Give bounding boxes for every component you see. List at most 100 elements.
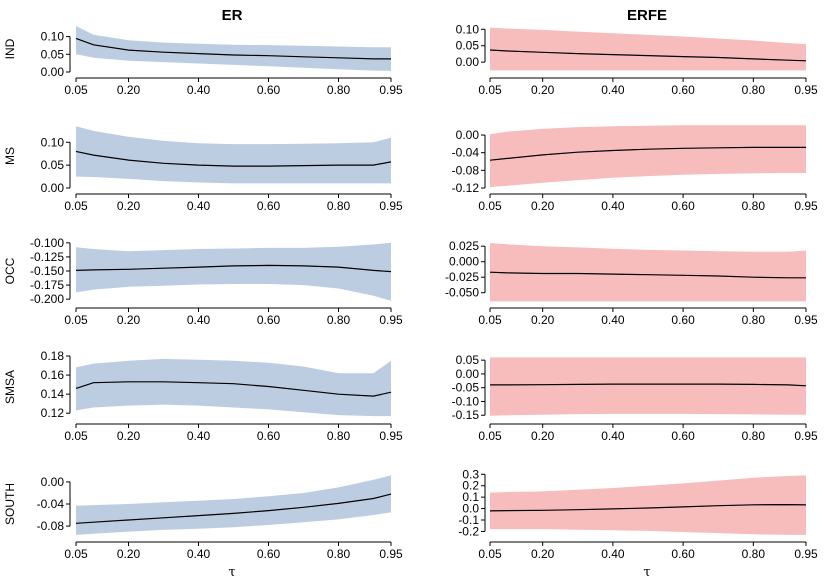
x-tick-label-smsa-erfe: 0.05	[478, 429, 502, 443]
x-tick-label-south-er: 0.60	[257, 547, 281, 561]
x-tick-label-ms-erfe: 0.80	[742, 199, 766, 213]
x-axis-label-er: τ	[228, 565, 235, 580]
x-tick-label-smsa-er: 0.05	[64, 429, 88, 443]
x-tick-label-occ-er: 0.20	[117, 313, 141, 327]
x-tick-label-smsa-er: 0.40	[187, 429, 211, 443]
x-tick-label-smsa-er: 0.60	[257, 429, 281, 443]
y-tick-label-occ-erfe: 0.000	[449, 255, 479, 269]
estimate-line-occ-erfe	[489, 271, 806, 279]
y-tick-label-smsa-erfe: 0.00	[456, 367, 480, 381]
panel-ms-erfe: -0.12 -0.08 -0.04 0.00 0.05 0.20 0.40 0.60 0.80 0…	[452, 125, 818, 213]
estimate-line-occ-er	[75, 264, 392, 273]
x-tick-label-ind-erfe: 0.60	[671, 83, 695, 97]
x-tick-label-ind-er: 0.60	[257, 83, 281, 97]
panel-smsa-erfe: -0.15-0.10-0.050.000.050.05 0.20 0.40 0.60 0…	[452, 353, 818, 443]
x-tick-label-smsa-erfe: 0.80	[742, 429, 766, 443]
y-tick-label-south-erfe: 0.3	[462, 467, 479, 481]
x-tick-label-smsa-erfe: 0.20	[531, 429, 555, 443]
y-tick-label-south-er: -0.08	[37, 519, 65, 533]
x-tick-label-ind-er: 0.95	[379, 83, 403, 97]
y-tick-label-smsa-erfe: -0.15	[452, 408, 480, 422]
x-tick-label-ind-erfe: 0.05	[478, 83, 502, 97]
x-tick-label-ms-erfe: 0.95	[794, 199, 818, 213]
y-tick-label-smsa-er: 0.18	[41, 349, 65, 363]
y-tick-label-smsa-er: 0.16	[41, 368, 65, 382]
y-tick-label-ind-erfe: 0.00	[456, 55, 480, 69]
y-tick-label-south-er: 0.00	[41, 475, 65, 489]
estimate-line-south-er	[75, 493, 392, 524]
x-tick-label-south-er: 0.20	[117, 547, 141, 561]
panels-grid: 0.000.050.100.05 0.20 0.40 0.60 0.80 0.95IND0…	[3, 22, 818, 561]
x-tick-label-occ-er: 0.05	[64, 313, 88, 327]
x-tick-label-occ-er: 0.95	[379, 313, 403, 327]
x-tick-label-occ-erfe: 0.60	[671, 313, 695, 327]
x-tick-label-occ-erfe: 0.80	[742, 313, 766, 327]
y-axis-label-ind: IND	[3, 38, 17, 59]
panel-smsa-er: 0.12 0.14 0.16 0.18 0.05 0.20 0.40 0.60 0.80 0.95…	[3, 349, 403, 443]
x-tick-label-ms-er: 0.80	[327, 199, 351, 213]
x-tick-label-south-erfe: 0.05	[478, 547, 502, 561]
x-tick-label-smsa-erfe: 0.40	[601, 429, 625, 443]
x-tick-label-south-er: 0.40	[187, 547, 211, 561]
confidence-band-ind-erfe	[490, 27, 806, 71]
x-tick-label-ind-er: 0.80	[327, 83, 351, 97]
x-tick-label-south-er: 0.05	[64, 547, 88, 561]
confidence-band-south-er	[76, 475, 391, 535]
x-tick-label-south-er: 0.95	[379, 547, 403, 561]
y-tick-label-ind-er: 0.00	[41, 65, 65, 79]
confidence-band-south-erfe	[490, 475, 806, 535]
y-tick-label-south-erfe: 0.1	[462, 490, 479, 504]
estimate-line-ms-er	[75, 150, 392, 167]
x-tick-label-ind-er: 0.05	[64, 83, 88, 97]
y-tick-label-south-erfe: 0.0	[462, 502, 479, 516]
y-tick-label-ind-er: 0.10	[41, 30, 65, 44]
y-tick-label-smsa-erfe: 0.05	[456, 353, 480, 367]
confidence-band-smsa-erfe	[490, 357, 806, 416]
y-tick-label-ind-erfe: 0.05	[456, 39, 480, 53]
x-tick-label-south-erfe: 0.20	[531, 547, 555, 561]
y-tick-label-south-erfe: 0.2	[462, 479, 479, 493]
panel-ind-erfe: 0.00 0.05 0.10 0.05 0.20 0.40 0.60 0.80 0.95	[456, 22, 818, 97]
x-axis-label-erfe: τ	[643, 565, 650, 580]
y-axis-label-ms: MS	[3, 147, 17, 165]
y-tick-label-smsa-erfe: -0.05	[452, 381, 480, 395]
x-tick-label-south-erfe: 0.80	[742, 547, 766, 561]
x-tick-label-smsa-erfe: 0.95	[794, 429, 818, 443]
x-tick-label-ms-er: 0.60	[257, 199, 281, 213]
x-tick-label-occ-erfe: 0.05	[478, 313, 502, 327]
x-tick-label-ind-erfe: 0.80	[742, 83, 766, 97]
estimate-line-smsa-er	[75, 381, 392, 397]
confidence-band-occ-erfe	[490, 243, 806, 302]
x-tick-label-ms-er: 0.95	[379, 199, 403, 213]
y-tick-label-ms-er: 0.10	[41, 135, 65, 149]
y-tick-label-occ-er: -0.175	[30, 278, 64, 292]
confidence-band-ms-er	[76, 126, 391, 184]
x-tick-label-ind-erfe: 0.40	[601, 83, 625, 97]
x-tick-label-ms-er: 0.20	[117, 199, 141, 213]
y-tick-label-occ-er: -0.100	[30, 236, 64, 250]
column-title-erfe: ERFE	[627, 7, 667, 24]
x-tick-label-ms-erfe: 0.40	[601, 199, 625, 213]
y-tick-label-ms-erfe: -0.12	[452, 181, 480, 195]
x-tick-label-occ-er: 0.40	[187, 313, 211, 327]
x-tick-label-ms-er: 0.40	[187, 199, 211, 213]
panel-ind-er: 0.00 0.05 0.10 0.05 0.20 0.40 0.60 0.80 0.95 IND	[3, 26, 403, 97]
x-tick-label-occ-er: 0.80	[327, 313, 351, 327]
y-tick-label-ind-er: 0.05	[41, 47, 65, 61]
y-tick-label-smsa-er: 0.14	[41, 387, 65, 401]
estimate-line-south-erfe	[489, 503, 807, 512]
x-tick-label-ms-er: 0.05	[64, 199, 88, 213]
y-tick-label-occ-er: -0.200	[30, 292, 64, 306]
y-axis-label-occ: OCC	[3, 257, 17, 284]
x-tick-label-occ-erfe: 0.20	[531, 313, 555, 327]
y-tick-label-occ-er: -0.150	[30, 264, 64, 278]
estimate-line-ind-er	[75, 37, 391, 60]
x-tick-label-ind-er: 0.20	[117, 83, 141, 97]
panel-ms-er: 0.00 0.05 0.10 0.05 0.20 0.40 0.60 0.80 0.95 MS	[3, 126, 403, 213]
panel-occ-er: -0.200-0.175-0.150-0.125-0.100 0.05 0.20 0.…	[3, 236, 403, 327]
y-axis-label-smsa: SMSA	[3, 370, 17, 404]
panel-south-erfe: -0.2-0.10.00.10.20.3 0.05 0.20 0.40 0.60 0.80…	[458, 467, 818, 561]
x-tick-label-ind-erfe: 0.20	[531, 83, 555, 97]
y-tick-label-ms-erfe: -0.04	[452, 146, 480, 160]
